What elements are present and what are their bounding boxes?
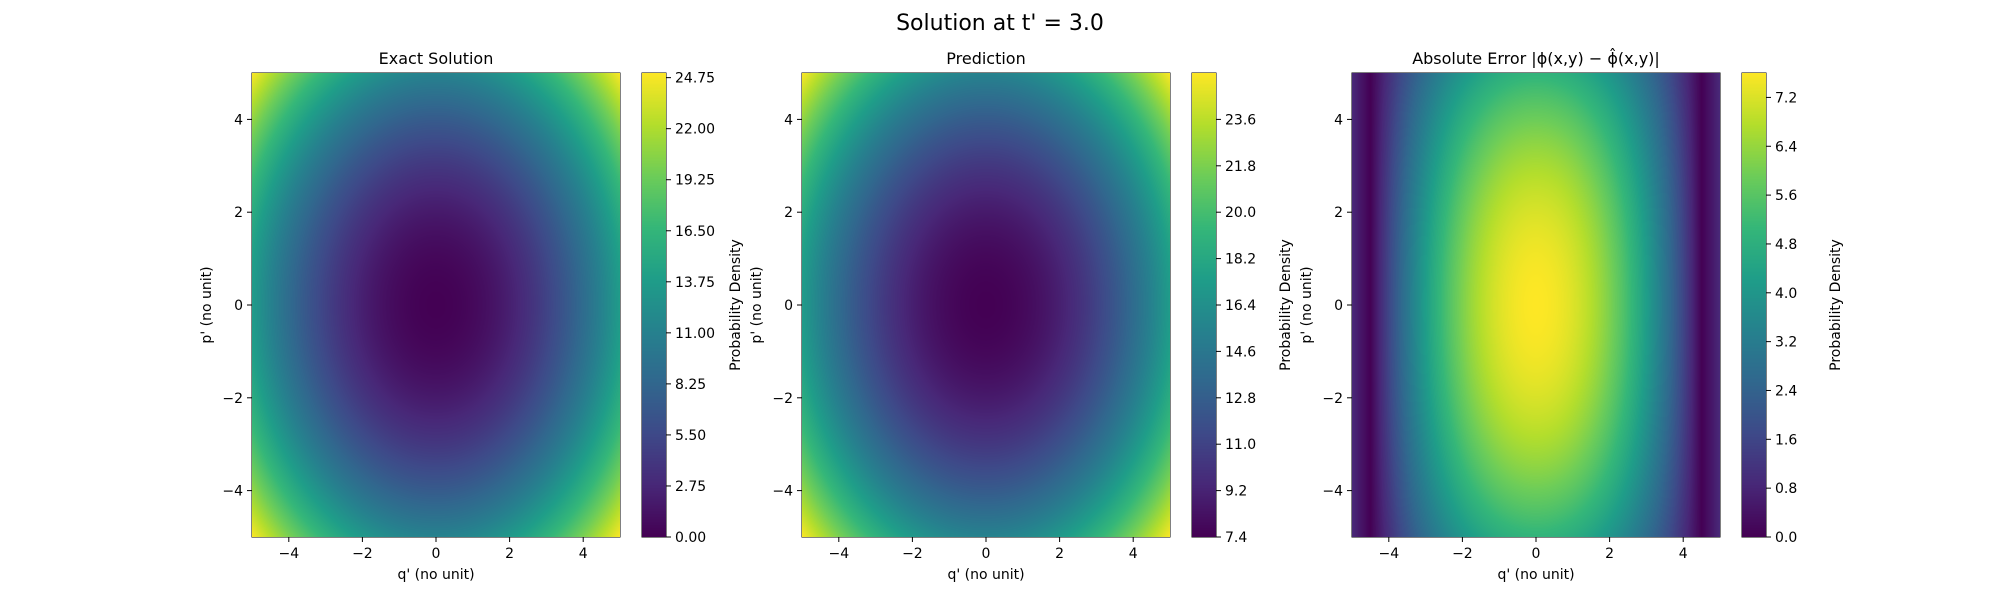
colorbar-exact-solution xyxy=(642,73,666,537)
panel-title: Prediction xyxy=(946,49,1025,68)
colorbar-tick-label: 20.0 xyxy=(1225,205,1256,221)
x-tick-label: −2 xyxy=(902,546,923,562)
colorbar-tick-label: 7.4 xyxy=(1225,530,1247,546)
y-axis-label: p' (no unit) xyxy=(1299,266,1315,343)
colorbar-tick-label: 5.6 xyxy=(1775,188,1797,204)
x-tick-label: 2 xyxy=(505,546,514,562)
x-tick-label: 4 xyxy=(1129,546,1138,562)
y-tick-label: 2 xyxy=(234,205,243,221)
colorbar-tick-label: 4.8 xyxy=(1775,237,1797,253)
panel-0: Exact Solution −4 −2 0 2 4 −4 −2 0 2 4 q' (no unit)… xyxy=(199,49,744,583)
colorbar-tick-label: 0.8 xyxy=(1775,481,1797,497)
colorbar-tick-label: 8.25 xyxy=(675,377,706,393)
colorbar-absolute-error xyxy=(1742,73,1766,537)
panel-title: Absolute Error |ϕ(x,y) − ϕ̂(x,y)| xyxy=(1412,48,1660,68)
colorbar-tick-label: 23.6 xyxy=(1225,112,1256,128)
x-tick-label: 0 xyxy=(982,546,991,562)
y-tick-label: −2 xyxy=(772,391,793,407)
y-tick-label: −4 xyxy=(222,484,243,500)
x-tick-label: −2 xyxy=(1452,546,1473,562)
y-tick-label: 2 xyxy=(1334,205,1343,221)
colorbar-tick-label: 11.00 xyxy=(675,326,715,342)
colorbar-tick-label: 1.6 xyxy=(1775,432,1797,448)
y-tick-label: 2 xyxy=(784,205,793,221)
colorbar-tick-label: 11.0 xyxy=(1225,437,1256,453)
colorbar-tick-label: 14.6 xyxy=(1225,344,1256,360)
x-tick-label: −4 xyxy=(278,546,299,562)
colorbar-tick-label: 16.50 xyxy=(675,224,715,240)
colorbar-tick-label: 6.4 xyxy=(1775,139,1797,155)
x-tick-label: 0 xyxy=(432,546,441,562)
y-tick-label: 0 xyxy=(1334,298,1343,314)
colorbar-tick-label: 5.50 xyxy=(675,428,706,444)
colorbar-tick-label: 2.75 xyxy=(675,479,706,495)
x-tick-label: −4 xyxy=(1378,546,1399,562)
y-tick-label: −2 xyxy=(1322,391,1343,407)
colorbar-tick-label: 16.4 xyxy=(1225,298,1256,314)
x-tick-label: 4 xyxy=(1679,546,1688,562)
panel-title: Exact Solution xyxy=(379,49,494,68)
x-tick-label: 2 xyxy=(1605,546,1614,562)
x-tick-label: −4 xyxy=(828,546,849,562)
colorbar-tick-label: 3.2 xyxy=(1775,335,1797,351)
y-tick-label: −4 xyxy=(1322,484,1343,500)
colorbar-prediction xyxy=(1192,73,1216,537)
colorbar-tick-label: 13.75 xyxy=(675,275,715,291)
colorbar-tick-label: 0.00 xyxy=(675,530,706,546)
colorbar-label: Probability Density xyxy=(728,239,744,371)
y-tick-label: 4 xyxy=(784,112,793,128)
colorbar-tick-label: 0.0 xyxy=(1775,530,1797,546)
y-tick-label: −2 xyxy=(222,391,243,407)
y-tick-label: 4 xyxy=(234,112,243,128)
x-axis-label: q' (no unit) xyxy=(397,567,474,583)
x-axis-label: q' (no unit) xyxy=(1497,567,1574,583)
x-tick-label: 0 xyxy=(1532,546,1541,562)
x-tick-label: −2 xyxy=(352,546,373,562)
colorbar-tick-label: 21.8 xyxy=(1225,159,1256,175)
colorbar-tick-label: 2.4 xyxy=(1775,383,1797,399)
colorbar-label: Probability Density xyxy=(1828,239,1844,371)
figure-title: Solution at t' = 3.0 xyxy=(896,11,1104,36)
x-tick-label: 4 xyxy=(579,546,588,562)
y-axis-label: p' (no unit) xyxy=(749,266,765,343)
colorbar-label: Probability Density xyxy=(1278,239,1294,371)
y-tick-label: 0 xyxy=(234,298,243,314)
panel-2: Absolute Error |ϕ(x,y) − ϕ̂(x,y)| −4 −2 0 2 4… xyxy=(1299,48,1844,583)
heatmap-exact-solution xyxy=(252,73,620,537)
colorbar-tick-label: 22.00 xyxy=(675,122,715,138)
y-tick-label: 0 xyxy=(784,298,793,314)
colorbar-tick-label: 7.2 xyxy=(1775,90,1797,106)
x-tick-label: 2 xyxy=(1055,546,1064,562)
y-axis-label: p' (no unit) xyxy=(199,266,215,343)
colorbar-tick-label: 18.2 xyxy=(1225,252,1256,268)
colorbar-tick-label: 19.25 xyxy=(675,173,715,189)
colorbar-tick-label: 24.75 xyxy=(675,71,715,87)
heatmap-prediction xyxy=(802,73,1170,537)
x-axis-label: q' (no unit) xyxy=(947,567,1024,583)
y-tick-label: −4 xyxy=(772,484,793,500)
colorbar-tick-label: 12.8 xyxy=(1225,391,1256,407)
colorbar-tick-label: 9.2 xyxy=(1225,484,1247,500)
heatmap-absolute-error xyxy=(1352,73,1720,537)
y-tick-label: 4 xyxy=(1334,112,1343,128)
colorbar-tick-label: 4.0 xyxy=(1775,286,1797,302)
